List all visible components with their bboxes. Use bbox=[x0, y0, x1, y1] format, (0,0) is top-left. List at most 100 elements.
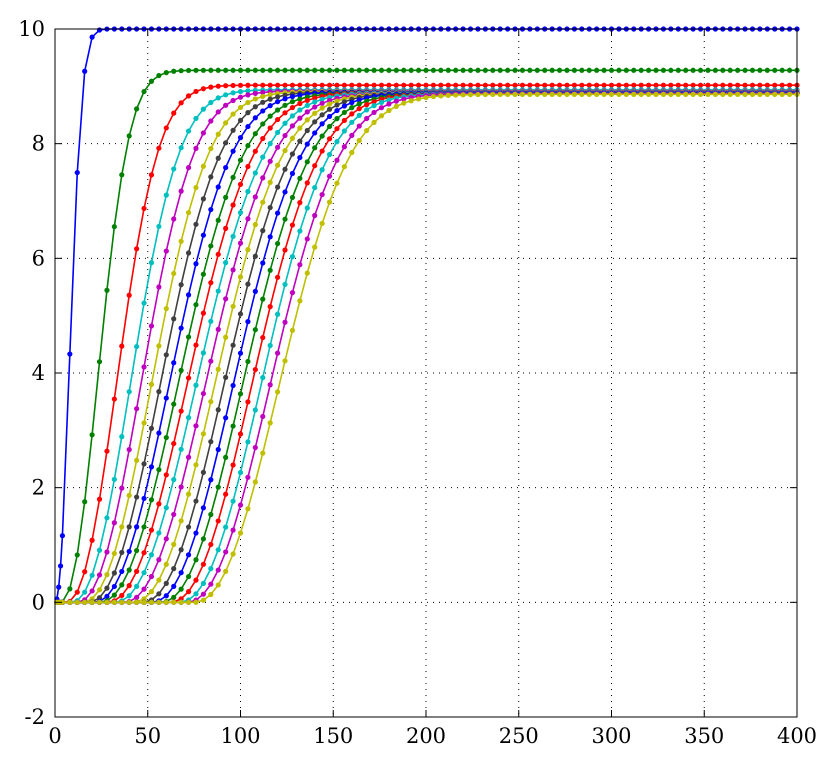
data-point bbox=[230, 111, 236, 117]
data-point bbox=[252, 67, 258, 73]
data-point bbox=[601, 91, 607, 97]
data-point bbox=[519, 67, 526, 73]
series-5 bbox=[54, 88, 800, 605]
data-point bbox=[134, 106, 140, 112]
data-point bbox=[104, 549, 110, 555]
data-point bbox=[445, 82, 451, 88]
data-point bbox=[178, 238, 184, 244]
data-point bbox=[252, 82, 258, 88]
data-point bbox=[319, 148, 325, 154]
x-tick-label: 250 bbox=[499, 724, 539, 748]
data-point bbox=[245, 88, 251, 94]
data-point bbox=[445, 67, 451, 73]
x-tick-label: 0 bbox=[48, 724, 61, 748]
data-point bbox=[415, 82, 422, 88]
data-point bbox=[156, 501, 162, 507]
data-point bbox=[757, 91, 763, 97]
data-point bbox=[230, 82, 236, 89]
data-point bbox=[267, 103, 273, 109]
data-point bbox=[178, 599, 184, 605]
data-point bbox=[185, 573, 192, 580]
data-point bbox=[96, 572, 103, 578]
tick-marks bbox=[54, 28, 798, 718]
data-point bbox=[356, 112, 362, 118]
data-point bbox=[171, 594, 177, 601]
data-point bbox=[215, 67, 221, 73]
data-point bbox=[690, 91, 696, 97]
data-point bbox=[282, 281, 288, 288]
series-16 bbox=[54, 91, 800, 605]
data-point bbox=[223, 415, 229, 421]
data-point bbox=[289, 222, 296, 228]
data-point bbox=[185, 334, 192, 340]
data-point bbox=[697, 91, 704, 97]
data-point bbox=[564, 82, 570, 88]
data-point bbox=[193, 115, 199, 122]
data-point bbox=[749, 91, 756, 97]
data-point bbox=[764, 91, 770, 97]
y-tick-label: -2 bbox=[25, 705, 45, 729]
data-point bbox=[341, 164, 347, 170]
data-point bbox=[237, 530, 244, 536]
data-point bbox=[304, 102, 310, 109]
data-point bbox=[334, 82, 340, 88]
data-point bbox=[401, 96, 407, 102]
data-point bbox=[319, 121, 325, 127]
data-point bbox=[527, 82, 533, 88]
data-point bbox=[319, 191, 325, 198]
data-point bbox=[460, 82, 466, 88]
data-point bbox=[104, 448, 110, 454]
data-point bbox=[111, 224, 117, 230]
data-point bbox=[415, 96, 422, 102]
data-point bbox=[104, 599, 110, 605]
data-point bbox=[512, 91, 518, 97]
series-20 bbox=[54, 91, 800, 605]
data-point bbox=[237, 94, 244, 100]
data-point bbox=[119, 343, 125, 349]
data-point bbox=[623, 91, 629, 97]
data-point bbox=[67, 586, 73, 592]
x-tick-labels: 0 50 100 150 200 250 300 350 400 bbox=[48, 724, 817, 748]
data-point bbox=[341, 117, 347, 124]
data-point bbox=[230, 148, 236, 154]
series-8 bbox=[54, 89, 800, 605]
data-point bbox=[163, 434, 169, 441]
data-point bbox=[378, 82, 385, 88]
data-point bbox=[735, 82, 741, 88]
data-point bbox=[171, 599, 177, 605]
data-point bbox=[215, 407, 221, 413]
data-point bbox=[260, 135, 266, 142]
data-point bbox=[200, 536, 206, 542]
data-point bbox=[223, 92, 229, 98]
data-point bbox=[252, 194, 258, 200]
data-point bbox=[134, 599, 140, 605]
series-group bbox=[54, 26, 800, 605]
data-point bbox=[326, 123, 333, 130]
data-point bbox=[334, 67, 340, 73]
data-point bbox=[289, 82, 296, 88]
data-point bbox=[104, 593, 110, 600]
data-point bbox=[386, 101, 392, 107]
data-point bbox=[148, 172, 155, 178]
data-point bbox=[156, 223, 162, 230]
data-point bbox=[319, 133, 325, 139]
data-point bbox=[163, 561, 169, 567]
data-point bbox=[252, 407, 258, 413]
data-point bbox=[660, 82, 667, 88]
data-point bbox=[475, 82, 481, 88]
data-point bbox=[408, 67, 414, 73]
data-point bbox=[675, 67, 681, 73]
data-point bbox=[245, 123, 251, 130]
data-point bbox=[438, 82, 444, 88]
data-point bbox=[482, 67, 488, 73]
data-point bbox=[616, 91, 622, 97]
data-point bbox=[134, 524, 140, 530]
data-point bbox=[638, 67, 644, 73]
data-point bbox=[148, 464, 155, 470]
data-point bbox=[438, 93, 444, 99]
data-point bbox=[141, 205, 147, 212]
data-point bbox=[208, 399, 214, 405]
data-point bbox=[668, 67, 674, 73]
data-point bbox=[475, 67, 481, 73]
data-point bbox=[683, 67, 689, 73]
